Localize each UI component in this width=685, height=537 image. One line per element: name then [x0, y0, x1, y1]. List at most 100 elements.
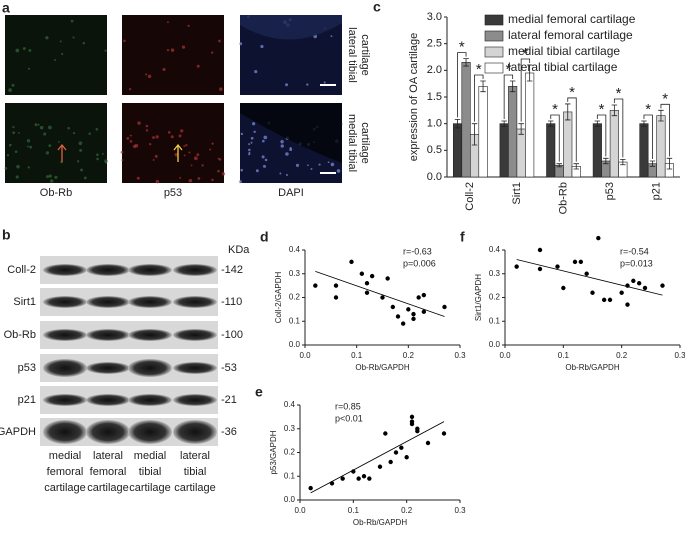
micrograph [5, 15, 107, 95]
stat-annotation: r=0.85 [335, 401, 361, 411]
size-label: -110 [221, 296, 242, 308]
point [537, 266, 543, 272]
y-tick-label: 2.0 [427, 64, 442, 76]
cell [26, 139, 31, 143]
y-tick-label: 0.0 [284, 495, 296, 504]
blot-band [43, 394, 87, 406]
y-tick-label: 0.3 [289, 269, 301, 278]
point [383, 431, 388, 436]
column-label: cartilage [129, 482, 171, 494]
row-label: p21 [18, 394, 36, 406]
error-bar [565, 103, 571, 121]
cell [152, 158, 155, 161]
cell [248, 148, 251, 152]
x-axis-label: Ob-Rb/GAPDH [353, 518, 407, 527]
point [369, 273, 375, 279]
cell [8, 143, 12, 147]
point [572, 259, 578, 265]
blot-band [43, 264, 87, 276]
y-tick-label: 0.2 [284, 448, 296, 457]
cell [80, 168, 83, 172]
cell [48, 174, 52, 178]
column-label: tibial [184, 466, 207, 478]
cell [166, 21, 169, 24]
y-tick-label: 0.2 [289, 293, 301, 302]
fit-line [315, 270, 445, 317]
point [406, 307, 411, 312]
cell [217, 157, 220, 160]
cell [201, 164, 204, 167]
point [601, 297, 607, 303]
bar [499, 123, 509, 178]
x-tick-label: 0.2 [401, 506, 413, 515]
cell [255, 169, 259, 173]
significance-bracket [613, 98, 624, 158]
blot-band [86, 264, 130, 276]
cell [14, 150, 18, 153]
significance-bracket [503, 74, 514, 119]
row-label: cartilage [359, 34, 371, 76]
cell [4, 167, 8, 170]
blot-band [173, 362, 217, 374]
x-tick-label: 0.1 [558, 351, 570, 360]
blot-band [173, 394, 217, 406]
error-bar [501, 120, 507, 127]
cell [248, 153, 251, 156]
cell [145, 73, 148, 76]
point [308, 485, 313, 491]
cell [180, 129, 184, 133]
error-bar [611, 104, 618, 117]
bar [563, 111, 573, 178]
point [390, 304, 396, 310]
y-tick-label: 1.0 [427, 118, 442, 130]
error-bar [658, 109, 664, 122]
column-label: DAPI [278, 187, 304, 199]
point [619, 290, 624, 295]
cell [72, 36, 75, 39]
x-tick-label: Sirt1 [511, 182, 523, 205]
cell [154, 154, 158, 158]
point [364, 290, 370, 295]
cell [104, 49, 107, 52]
cell [188, 178, 193, 183]
row-label: Sirt1 [13, 296, 36, 308]
blot-band [128, 359, 172, 377]
column-label: Ob-Rb [40, 187, 72, 199]
point [421, 309, 427, 314]
cell [285, 173, 288, 176]
point [555, 264, 560, 269]
x-tick-label: Coll-2 [464, 182, 476, 211]
cell [88, 132, 91, 135]
cell [211, 51, 214, 54]
cell [137, 121, 141, 125]
cell [188, 151, 191, 154]
cell [27, 166, 30, 169]
point [349, 259, 354, 265]
error-bar [556, 163, 562, 168]
point [636, 281, 642, 286]
cell [128, 87, 132, 91]
panel-label: a [2, 0, 10, 16]
cell [285, 152, 289, 156]
cell [279, 172, 282, 175]
cell [46, 175, 50, 179]
cell [152, 136, 155, 139]
column-label: cartilage [87, 482, 129, 494]
cell [310, 167, 313, 170]
error-bar [480, 80, 486, 93]
cell [82, 41, 86, 45]
y-tick-label: 0.2 [489, 293, 501, 302]
cell [15, 48, 20, 53]
cell [16, 164, 20, 169]
cell [72, 132, 76, 135]
cell [155, 179, 160, 184]
cell [28, 49, 32, 52]
cell [18, 131, 20, 134]
cell [251, 122, 256, 126]
point [409, 414, 415, 420]
y-tick-label: 3.0 [427, 11, 442, 23]
cell [37, 123, 40, 126]
y-tick-label: 0.4 [284, 400, 296, 409]
error-bar [471, 123, 478, 146]
significance-label: * [662, 90, 668, 107]
